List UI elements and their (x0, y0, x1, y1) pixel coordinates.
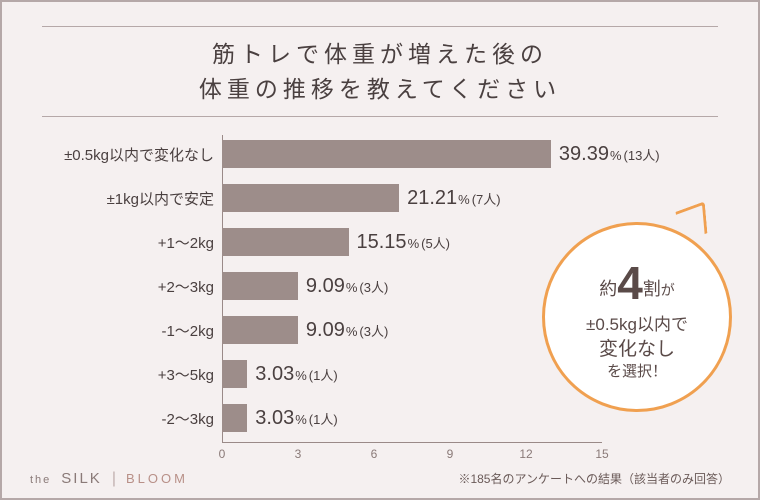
bar-value: 3.03%(1人) (255, 363, 337, 386)
bar-value: 9.09%(3人) (306, 275, 388, 298)
x-tick: 3 (295, 447, 302, 461)
bar-pct-unit: % (408, 236, 420, 251)
bar-pct: 15.15 (357, 231, 407, 254)
callout-line-2: ±0.5kg以内で (586, 314, 688, 337)
bar-pct: 9.09 (306, 275, 345, 298)
x-tick: 15 (595, 447, 608, 461)
bar-track (222, 272, 298, 300)
bar-fill (222, 272, 298, 300)
brand-the: the (30, 474, 51, 486)
bar-pct: 21.21 (407, 187, 457, 210)
chart-title: 筋トレで体重が増えた後の 体重の推移を教えてください (42, 26, 718, 117)
x-tick: 12 (519, 447, 532, 461)
bar-label: +2〜3kg (42, 276, 222, 297)
brand: the SILK | BLOOM (30, 470, 188, 488)
bar-count: (5人) (421, 233, 450, 252)
bar-track (222, 316, 298, 344)
bar-pct-unit: % (295, 412, 307, 427)
bar-fill (222, 316, 298, 344)
x-tick: 0 (219, 447, 226, 461)
bar-fill (222, 228, 349, 256)
brand-silk: SILK (61, 470, 102, 487)
title-line-1: 筋トレで体重が増えた後の (42, 37, 718, 72)
x-tick: 6 (371, 447, 378, 461)
bar-track (222, 228, 349, 256)
bar-fill (222, 140, 551, 168)
bar-value: 15.15%(5人) (357, 231, 451, 254)
bar-pct-unit: % (346, 324, 358, 339)
bar-count: (3人) (359, 321, 388, 340)
bar-track (222, 404, 247, 432)
callout-post: 割 (643, 279, 661, 299)
bar-label: +3〜5kg (42, 364, 222, 385)
callout-big-number: 4 (617, 257, 643, 309)
bar-count: (3人) (359, 277, 388, 296)
bar-pct-unit: % (295, 368, 307, 383)
bar-pct: 39.39 (559, 143, 609, 166)
bar-label: ±0.5kg以内で変化なし (42, 144, 222, 165)
callout-pre: 約 (599, 279, 617, 299)
bar-value: 21.21%(7人) (407, 187, 501, 210)
bar-pct-unit: % (458, 192, 470, 207)
bar-pct-unit: % (346, 280, 358, 295)
callout-suffix: が (661, 282, 675, 298)
bar-fill (222, 360, 247, 388)
callout-line-4: を選択！ (607, 362, 667, 382)
bar-label: ±1kg以内で安定 (42, 188, 222, 209)
bar-fill (222, 184, 399, 212)
title-line-2: 体重の推移を教えてください (42, 72, 718, 107)
bar-value: 9.09%(3人) (306, 319, 388, 342)
bar-count: (1人) (309, 365, 338, 384)
callout-line-3: 変化なし (599, 337, 675, 363)
x-tick: 9 (447, 447, 454, 461)
bar-track (222, 360, 247, 388)
bar-count: (7人) (472, 189, 501, 208)
bar-row: ±0.5kg以内で変化なし 39.39%(13人) (42, 135, 718, 173)
bar-row: ±1kg以内で安定 21.21%(7人) (42, 179, 718, 217)
bar-value: 39.39%(13人) (559, 143, 660, 166)
bar-fill (222, 404, 247, 432)
brand-bloom: BLOOM (126, 471, 188, 486)
callout-badge: 約4割が ±0.5kg以内で 変化なし を選択！ (542, 222, 732, 412)
bar-value: 3.03%(1人) (255, 407, 337, 430)
footnote: ※185名のアンケートへの結果（該当者のみ回答） (458, 470, 730, 487)
bar-track (222, 184, 399, 212)
bar-count: (1人) (309, 409, 338, 428)
callout-line-1: 約4割が (599, 252, 675, 314)
bar-pct: 3.03 (255, 407, 294, 430)
bar-label: -2〜3kg (42, 408, 222, 429)
bar-pct-unit: % (610, 148, 622, 163)
brand-separator: | (112, 470, 116, 488)
bar-track (222, 140, 551, 168)
footer: the SILK | BLOOM ※185名のアンケートへの結果（該当者のみ回答… (2, 470, 758, 488)
bar-label: +1〜2kg (42, 232, 222, 253)
bar-label: -1〜2kg (42, 320, 222, 341)
bar-count: (13人) (624, 145, 660, 164)
bar-pct: 3.03 (255, 363, 294, 386)
bar-pct: 9.09 (306, 319, 345, 342)
